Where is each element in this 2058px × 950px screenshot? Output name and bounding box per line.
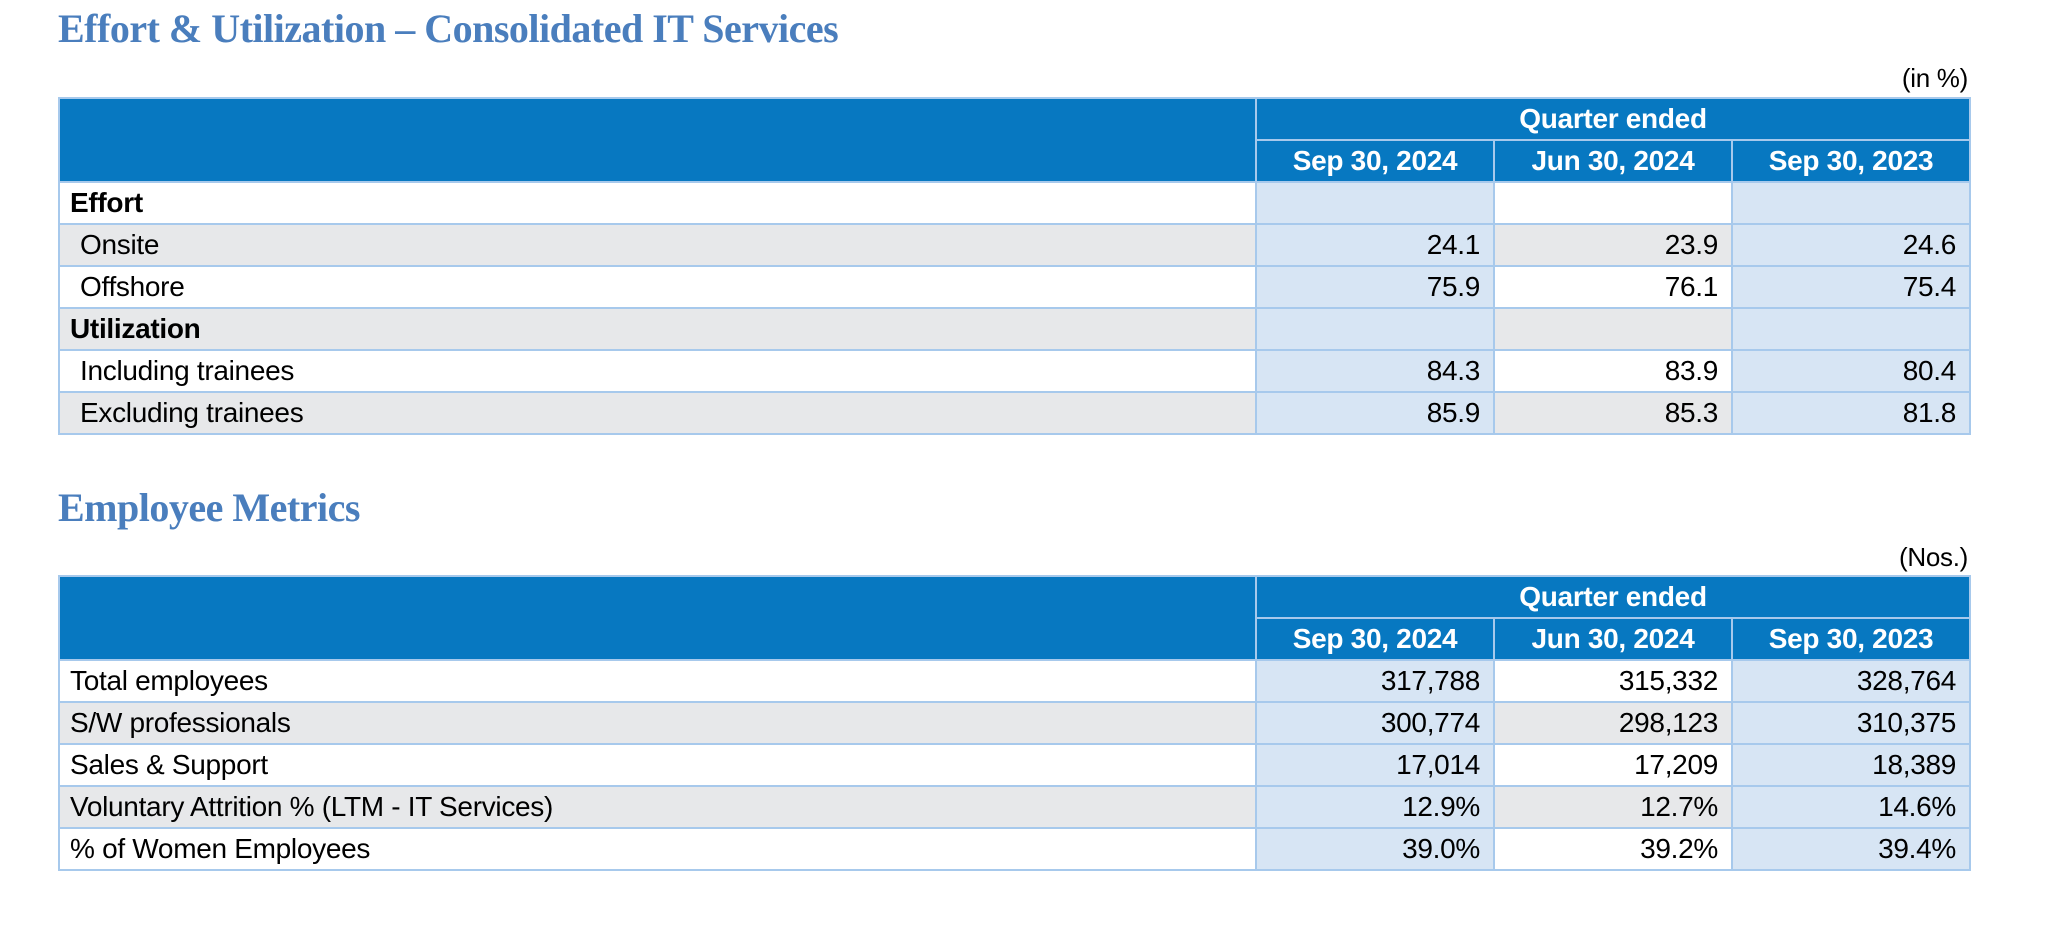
row-label: Excluding trainees [58,390,1257,435]
cell-value [1255,180,1495,225]
cell-value [1730,180,1972,225]
row-label: S/W professionals [58,701,1257,746]
column-header-jun-2024: Jun 30, 2024 [1493,138,1733,183]
unit-label: (Nos.) [1899,541,1968,572]
cell-value [1730,306,1972,351]
column-header-row: Sep 30, 2024 Jun 30, 2024 Sep 30, 2023 [59,617,1972,662]
employee-metrics-section: Employee Metrics (Nos.) Quarter ended Se… [58,484,1972,872]
row-label: Total employees [58,659,1257,704]
cell-value: 300,774 [1255,701,1495,746]
cell-value: 18,389 [1730,743,1972,788]
cell-value [1493,180,1733,225]
employee-metrics-table: Quarter ended Sep 30, 2024 Jun 30, 2024 … [58,575,1972,872]
cell-value: 17,014 [1255,743,1495,788]
column-header-sep-2023: Sep 30, 2023 [1730,138,1972,183]
column-header-jun-2024: Jun 30, 2024 [1493,617,1733,662]
cell-value: 317,788 [1255,659,1495,704]
cell-value [1255,306,1495,351]
table-row-excluding-trainees: Excluding trainees 85.9 85.3 81.8 [58,390,1972,435]
row-label: Voluntary Attrition % (LTM - IT Services… [58,785,1257,830]
table-row-onsite: Onsite 24.1 23.9 24.6 [58,222,1972,267]
cell-value: 310,375 [1730,701,1972,746]
column-header-sep-2024: Sep 30, 2024 [1255,617,1495,662]
cell-value: 24.1 [1255,222,1495,267]
cell-value: 12.9% [1255,785,1495,830]
row-label: Onsite [58,222,1257,267]
quarter-ended-header: Quarter ended [1254,96,1972,141]
row-label: Effort [58,180,1257,225]
row-label: % of Women Employees [58,827,1257,872]
table-row-sales-support: Sales & Support 17,014 17,209 18,389 [58,743,1972,788]
quarter-ended-header: Quarter ended [1254,575,1972,620]
cell-value: 39.4% [1730,827,1972,872]
cell-value: 298,123 [1493,701,1733,746]
cell-value: 39.2% [1493,827,1733,872]
cell-value: 83.9 [1493,348,1733,393]
cell-value: 23.9 [1493,222,1733,267]
cell-value: 81.8 [1730,390,1972,435]
cell-value: 17,209 [1493,743,1733,788]
column-header-sep-2024: Sep 30, 2024 [1255,138,1495,183]
column-header-row: Sep 30, 2024 Jun 30, 2024 Sep 30, 2023 [59,138,1972,183]
cell-value: 12.7% [1493,785,1733,830]
row-label: Offshore [58,264,1257,309]
row-label: Sales & Support [58,743,1257,788]
row-label: Utilization [58,306,1257,351]
section-title: Employee Metrics [58,484,360,530]
effort-utilization-section: Effort & Utilization – Consolidated IT S… [58,6,1972,435]
table-row-utilization: Utilization [58,306,1972,351]
table-row-voluntary-attrition: Voluntary Attrition % (LTM - IT Services… [58,785,1972,830]
header-group-row: Quarter ended [58,575,1972,662]
cell-value: 39.0% [1255,827,1495,872]
unit-label: (in %) [1901,63,1968,93]
table-row-including-trainees: Including trainees 84.3 83.9 80.4 [58,348,1972,393]
cell-value [1493,306,1733,351]
effort-utilization-table: Quarter ended Sep 30, 2024 Jun 30, 2024 … [58,96,1972,435]
table-row-effort: Effort [58,180,1972,225]
row-label: Including trainees [58,348,1257,393]
header-group-row: Quarter ended [58,96,1972,183]
cell-value: 75.9 [1255,264,1495,309]
table-row-total-employees: Total employees 317,788 315,332 328,764 [58,659,1972,704]
table-row-sw-professionals: S/W professionals 300,774 298,123 310,37… [58,701,1972,746]
cell-value: 328,764 [1730,659,1972,704]
page-title: Effort & Utilization – Consolidated IT S… [58,6,839,51]
table-row-women-employees: % of Women Employees 39.0% 39.2% 39.4% [58,827,1972,872]
cell-value: 14.6% [1730,785,1972,830]
cell-value: 24.6 [1730,222,1972,267]
cell-value: 76.1 [1493,264,1733,309]
cell-value: 315,332 [1493,659,1733,704]
cell-value: 85.3 [1493,390,1733,435]
stub-header-cell [58,96,1257,183]
cell-value: 80.4 [1730,348,1972,393]
cell-value: 75.4 [1730,264,1972,309]
cell-value: 84.3 [1255,348,1495,393]
page: Effort & Utilization – Consolidated IT S… [58,6,1972,872]
cell-value: 85.9 [1255,390,1495,435]
column-header-sep-2023: Sep 30, 2023 [1730,617,1972,662]
table-row-offshore: Offshore 75.9 76.1 75.4 [58,264,1972,309]
stub-header-cell [58,575,1257,662]
